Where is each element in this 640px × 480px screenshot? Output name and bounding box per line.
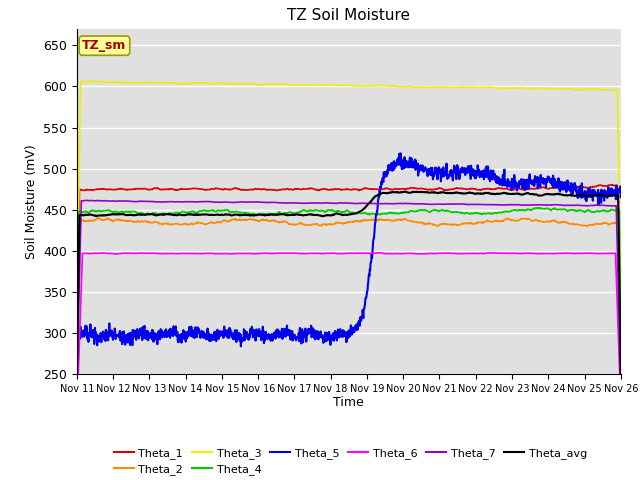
Theta_5 xyxy=(255,326,263,332)
Theta_avg xyxy=(617,372,625,378)
Theta_1 xyxy=(433,186,441,192)
Theta_7 xyxy=(181,199,189,204)
Theta_5 xyxy=(237,343,244,349)
Theta_2 xyxy=(505,216,513,222)
Theta_avg xyxy=(553,191,561,197)
Theta_4 xyxy=(180,209,188,215)
Theta_7 xyxy=(505,202,513,208)
Theta_2 xyxy=(73,398,81,404)
Theta_5 xyxy=(434,168,442,174)
Theta_6 xyxy=(553,251,561,256)
Theta_avg xyxy=(194,212,202,218)
Theta_5 xyxy=(553,185,561,191)
Theta_6 xyxy=(180,251,188,256)
Theta_6 xyxy=(73,414,81,420)
Theta_4 xyxy=(617,353,625,359)
Theta_5 xyxy=(73,332,81,338)
Line: Theta_5: Theta_5 xyxy=(77,153,621,346)
Theta_5 xyxy=(194,324,202,330)
Theta_6 xyxy=(505,251,513,256)
Theta_4 xyxy=(194,210,202,216)
Line: Theta_avg: Theta_avg xyxy=(77,192,621,385)
Theta_3 xyxy=(73,328,81,334)
Theta_1 xyxy=(180,186,188,192)
Theta_7 xyxy=(553,202,561,207)
Theta_1 xyxy=(73,368,81,374)
Theta_7 xyxy=(82,197,90,203)
Theta_3 xyxy=(553,86,561,92)
Theta_3 xyxy=(617,308,625,313)
Theta_2 xyxy=(434,223,442,228)
Theta_7 xyxy=(195,199,202,204)
Theta_5 xyxy=(505,181,513,187)
Theta_3 xyxy=(88,78,96,84)
Theta_7 xyxy=(434,201,442,207)
Theta_4 xyxy=(504,209,512,215)
Line: Theta_6: Theta_6 xyxy=(77,253,621,417)
Theta_6 xyxy=(255,251,262,256)
Theta_2 xyxy=(553,219,561,225)
Theta_3 xyxy=(255,82,263,88)
Theta_3 xyxy=(195,80,202,86)
Theta_5 xyxy=(617,194,625,200)
Theta_avg xyxy=(73,382,81,388)
Theta_1 xyxy=(504,186,512,192)
X-axis label: Time: Time xyxy=(333,396,364,408)
Theta_6 xyxy=(194,251,202,256)
Theta_7 xyxy=(73,380,81,386)
Theta_1 xyxy=(607,181,615,187)
Theta_avg xyxy=(434,190,442,196)
Theta_2 xyxy=(93,215,101,220)
Theta_3 xyxy=(181,81,189,86)
Theta_2 xyxy=(617,369,625,375)
Theta_2 xyxy=(195,219,202,225)
Theta_4 xyxy=(536,205,544,211)
Theta_1 xyxy=(552,185,560,191)
Y-axis label: Soil Moisture (mV): Soil Moisture (mV) xyxy=(24,144,38,259)
Line: Theta_7: Theta_7 xyxy=(77,200,621,388)
Theta_3 xyxy=(505,85,513,91)
Theta_7 xyxy=(255,199,263,205)
Line: Theta_1: Theta_1 xyxy=(77,184,621,371)
Line: Theta_2: Theta_2 xyxy=(77,217,621,401)
Theta_1 xyxy=(255,186,262,192)
Theta_6 xyxy=(434,251,442,256)
Theta_4 xyxy=(73,394,81,399)
Legend: Theta_1, Theta_2, Theta_3, Theta_4, Theta_5, Theta_6, Theta_7, Theta_avg: Theta_1, Theta_2, Theta_3, Theta_4, Thet… xyxy=(109,443,591,480)
Theta_avg xyxy=(401,189,408,194)
Theta_1 xyxy=(617,365,625,371)
Theta_7 xyxy=(617,385,625,391)
Theta_5 xyxy=(397,150,404,156)
Line: Theta_3: Theta_3 xyxy=(77,81,621,331)
Theta_4 xyxy=(553,207,561,213)
Theta_5 xyxy=(180,336,188,342)
Theta_avg xyxy=(180,212,188,218)
Title: TZ Soil Moisture: TZ Soil Moisture xyxy=(287,9,410,24)
Theta_avg xyxy=(505,191,513,197)
Theta_2 xyxy=(255,218,263,224)
Theta_4 xyxy=(433,208,441,214)
Theta_6 xyxy=(617,403,625,409)
Theta_3 xyxy=(434,84,442,90)
Text: TZ_sm: TZ_sm xyxy=(82,39,127,52)
Theta_4 xyxy=(255,212,262,218)
Theta_avg xyxy=(255,212,262,217)
Theta_2 xyxy=(181,221,189,227)
Theta_6 xyxy=(378,250,385,256)
Line: Theta_4: Theta_4 xyxy=(77,208,621,396)
Theta_1 xyxy=(194,186,202,192)
